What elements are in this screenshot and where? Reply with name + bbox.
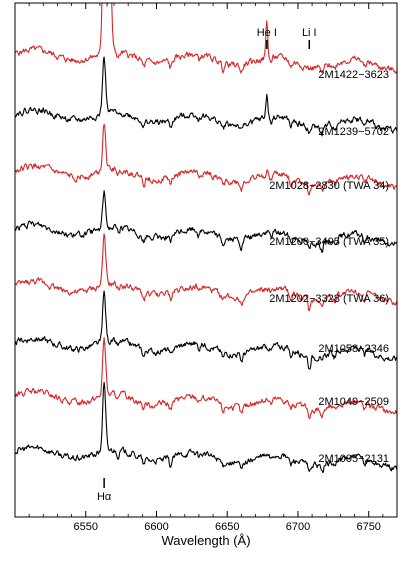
spectrum-line-1 [15, 3, 397, 74]
marker-label-2: Li I [302, 27, 317, 39]
x-tick-label-4: 6700 [286, 521, 310, 533]
spectra-series-group [15, 3, 397, 474]
x-axis-ticks-group: 6550 6600 6650 6700 6750 [28, 3, 384, 533]
series-label-6: 2M1058−2346 [318, 343, 389, 355]
series-label-3: 2M1028−2830 (TWA 34) [269, 180, 389, 192]
x-axis-title: Wavelength (Å) [161, 533, 250, 548]
plot-frame [14, 2, 398, 518]
series-label-1: 2M1422−3623 [318, 69, 389, 81]
series-label-7: 2M1049−2509 [318, 396, 389, 408]
marker-label-3: Hα [97, 491, 112, 503]
spectrum-line-4 [15, 190, 397, 254]
marker-label-1: He I [257, 27, 277, 39]
series-label-5: 2M1202−3328 (TWA 36) [269, 293, 389, 305]
series-label-2: 2M1239−5702 [318, 126, 389, 138]
line-markers-group: He I Li I Hα [97, 27, 317, 503]
x-tick-label-2: 6600 [144, 521, 168, 533]
spectrum-line-3 [15, 123, 397, 196]
spectrum-line-8 [15, 381, 397, 474]
spectrum-line-5 [15, 233, 397, 312]
spectrum-line-2 [15, 56, 397, 137]
x-tick-label-5: 6750 [356, 521, 380, 533]
spectrum-line-7 [15, 337, 397, 420]
x-tick-label-1: 6550 [73, 521, 97, 533]
series-label-8: 2M1005−2131 [318, 453, 389, 465]
series-labels-group: 2M1422−3623 2M1239−5702 2M1028−2830 (TWA 3… [269, 69, 389, 465]
x-tick-label-3: 6650 [215, 521, 239, 533]
series-label-4: 2M1200−3405 (TWA 35) [269, 236, 389, 248]
spectrum-line-6 [15, 290, 397, 370]
